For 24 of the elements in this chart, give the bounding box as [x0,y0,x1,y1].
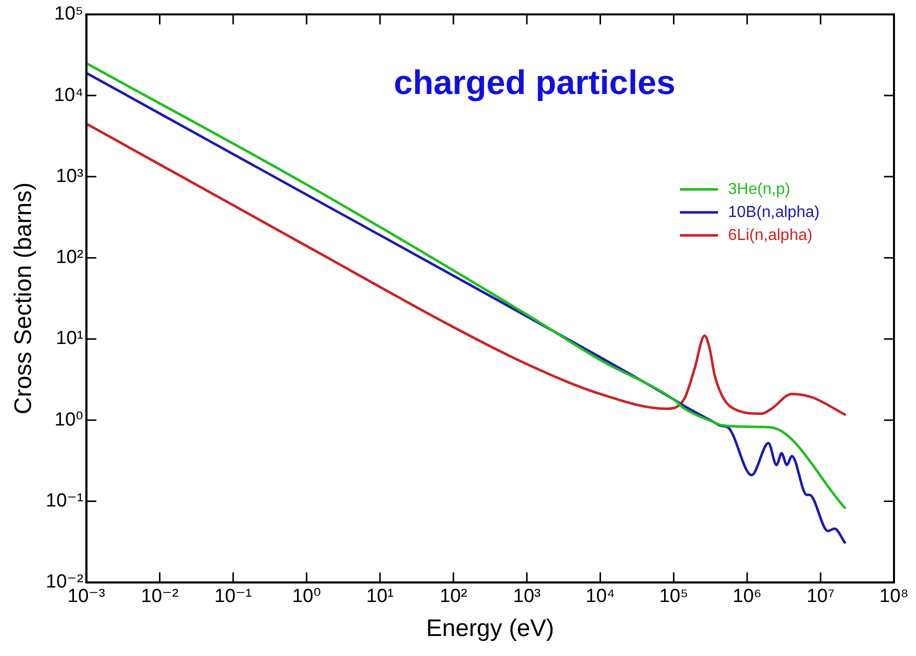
x-tick-label: 10² [440,586,468,608]
y-tick-label: 10² [56,247,84,268]
legend-label: 6Li(n,alpha) [728,226,812,244]
y-tick-label: 10⁰ [54,409,84,430]
legend-label: 10B(n,alpha) [728,204,820,221]
x-tick-label: 10³ [513,586,541,608]
x-tick-label: 10⁻¹ [214,586,252,608]
y-tick-label: 10³ [56,166,84,187]
x-axis-title: Energy (eV) [426,615,554,642]
text: charged particles [394,64,676,102]
x-tick-label: 10⁴ [586,586,615,608]
y-axis-title: Cross Section (barns) [10,182,38,414]
y-tick-label: 10⁴ [54,84,84,106]
x-tick-label: 10¹ [366,586,394,608]
x-tick-label: 10⁸ [879,586,909,608]
y-tick-label: 10⁵ [54,4,84,25]
x-tick-label: 10⁶ [732,586,762,608]
x-tick-label: 10⁻² [140,586,178,608]
y-tick-label: 10⁻¹ [46,490,84,512]
x-tick-label: 10⁷ [806,586,835,608]
y-tick-label: 10¹ [56,328,84,350]
x-tick-label: 10⁵ [659,586,688,608]
legend-label: 3He(n,p) [728,180,790,198]
x-tick-label: 10⁰ [292,586,321,608]
